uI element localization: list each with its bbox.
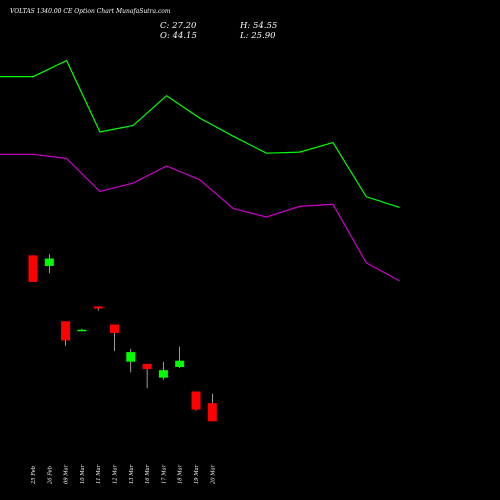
candle [175, 346, 185, 369]
candle-body [110, 324, 119, 333]
upper-band-line [0, 59, 400, 208]
x-tick-label: 19 Mar [194, 464, 200, 484]
candle-body [158, 370, 168, 378]
x-tick-label: 10 Mar [80, 464, 86, 484]
candle [191, 391, 201, 411]
low-value: L: 25.90 [240, 31, 276, 41]
candle-body [44, 258, 54, 266]
candle [61, 321, 71, 346]
candle [158, 361, 168, 380]
candle-body [93, 306, 103, 309]
x-tick-label: 13 Mar [129, 464, 135, 484]
candle-body [77, 329, 87, 332]
candle-body [61, 321, 71, 341]
bands-layer [0, 59, 400, 282]
close-value: C: 27.20 [160, 21, 197, 31]
lower-band-line [0, 153, 400, 282]
candles-layer [28, 254, 217, 422]
candle [142, 363, 152, 389]
candle [93, 306, 103, 311]
candle-body [142, 363, 152, 370]
x-tick-label: 11 Mar [96, 464, 102, 484]
candle-body [191, 391, 201, 410]
candle-body [207, 403, 217, 422]
candle [110, 324, 119, 352]
x-tick-label: 12 Mar [113, 464, 119, 484]
x-tick-label: 16 Mar [145, 464, 151, 484]
candle [28, 255, 38, 282]
x-tick-label: 25 Feb [31, 466, 37, 485]
x-tick-label: 20 Mar [210, 464, 216, 485]
x-tick-label: 09 Mar [64, 464, 70, 484]
x-tick-label: 26 Feb [47, 466, 53, 485]
x-axis-labels: 25 Feb 26 Feb 09 Mar 10 Mar 11 Mar 12 Mar 13 M… [31, 464, 216, 485]
candle-body [28, 255, 38, 282]
candle [44, 254, 54, 274]
candle [126, 348, 136, 373]
candle [77, 328, 87, 332]
x-tick-label: 17 Mar [161, 464, 167, 484]
candle-body [126, 352, 136, 362]
open-value: O: 44.15 [160, 31, 197, 41]
chart-title: VOLTAS 1340.00 CE Option Chart MunafaSut… [10, 8, 171, 15]
candle [207, 393, 217, 422]
candle-body [175, 360, 185, 368]
x-tick-label: 18 Mar [178, 464, 184, 484]
high-value: H: 54.55 [240, 21, 278, 31]
